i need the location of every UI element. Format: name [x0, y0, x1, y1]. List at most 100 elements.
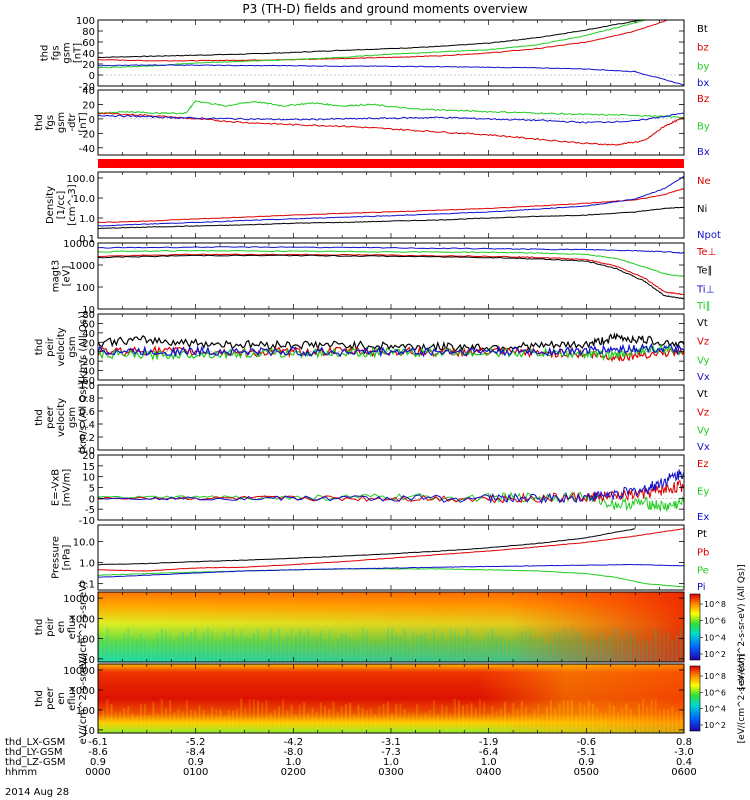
spectrogram-streak	[298, 704, 301, 733]
spectrogram-streak	[663, 634, 666, 662]
spectrogram-streak	[181, 711, 184, 733]
colorbar-tick-label: 10^6	[704, 688, 726, 697]
spectrogram-streak	[252, 633, 255, 662]
spectrogram-streak	[558, 702, 561, 733]
panel-peir-eflux: 10^8 10^6 10^4 10^2 [eV/(cm^2-s-sr-eV) (All …	[34, 564, 747, 689]
y-tick-label: 100	[76, 16, 95, 27]
spectrogram-streak	[617, 627, 620, 662]
spectrogram-streak	[541, 713, 544, 733]
y-axis-label: peer	[45, 686, 56, 710]
x-tick-label: -3.0	[674, 747, 694, 758]
spectrogram-streak	[231, 710, 234, 733]
spectrogram-streak	[558, 633, 561, 662]
legend-entry: Vx	[697, 372, 710, 383]
spectrogram-streak	[190, 709, 193, 733]
spectrogram-streak	[277, 628, 280, 662]
spectrogram-streak	[537, 637, 540, 662]
y-axis-label: velocity	[56, 398, 67, 437]
y-tick-label: 80	[82, 310, 95, 321]
spectrogram-streak	[303, 633, 306, 662]
spectrogram-streak	[349, 638, 352, 662]
spectrogram-streak	[118, 711, 121, 733]
spectrogram-streak	[621, 638, 624, 662]
y-tick-label: 0	[89, 71, 95, 82]
y-tick-label: 1.0	[79, 381, 95, 392]
spectrogram-streak	[658, 631, 661, 662]
y-tick-label: 10	[82, 473, 95, 484]
y-axis-label: eflux	[67, 615, 78, 640]
y-tick-label: 0	[89, 115, 95, 126]
y-axis-label: [1/cc]	[56, 191, 67, 220]
y-tick-label: 10.0	[73, 537, 95, 548]
x-tick-label: -8.0	[284, 747, 304, 758]
spectrogram-streak	[637, 642, 640, 662]
legend-entry: Vt	[697, 389, 708, 400]
y-tick-label: 10000	[63, 666, 95, 677]
spectrogram-streak	[483, 638, 486, 662]
spectrogram-streak	[562, 699, 565, 733]
spectrogram-streak	[420, 633, 423, 662]
spectrogram-streak	[407, 643, 410, 662]
spectrogram-streak	[148, 714, 151, 733]
spectrogram-streak	[663, 709, 666, 733]
series-line-peir-velocity-green	[97, 344, 685, 362]
x-tick-label: 0500	[574, 767, 599, 778]
spectrogram-streak	[286, 710, 289, 733]
spectrogram-streak	[244, 636, 247, 662]
spectrogram-streak	[261, 642, 264, 662]
spectrogram-streak	[282, 699, 285, 733]
y-axis-label: [cm^-3]	[67, 184, 78, 225]
spectrogram-streak	[148, 643, 151, 662]
spectrogram-streak	[570, 700, 573, 733]
series-line-density-blue	[97, 175, 685, 227]
spectrogram-streak	[240, 629, 243, 662]
spectrogram-streak	[211, 706, 214, 733]
spectrogram-streak	[675, 711, 678, 733]
series-line-temperature-blue	[97, 246, 685, 254]
spectrogram-streak	[198, 638, 201, 662]
y-axis-label: gsm	[67, 336, 78, 357]
x-tick-label: -7.3	[381, 747, 401, 758]
y-axis-label: -dtr	[67, 113, 78, 132]
spectrogram-streak	[604, 713, 607, 733]
y-tick-label: 0	[89, 494, 95, 505]
spectrogram-streak	[453, 698, 456, 733]
spectrogram-streak	[516, 636, 519, 662]
spectrogram-streak	[324, 706, 327, 733]
spectrogram-streak	[185, 699, 188, 733]
spectrogram-streak	[269, 628, 272, 662]
spectrogram-streak	[608, 702, 611, 733]
spectrogram-streak	[403, 709, 406, 733]
date-label: 2014 Aug 28	[5, 787, 69, 798]
spectrogram-streak	[98, 633, 100, 662]
spectrogram-streak	[520, 630, 523, 662]
spectrogram-streak	[257, 628, 260, 662]
spectrogram-streak	[319, 630, 322, 662]
y-axis-label: eflux	[67, 686, 78, 711]
y-tick-label: 5	[89, 484, 95, 495]
y-tick-label: 100	[76, 706, 95, 717]
spectrogram-streak	[579, 702, 582, 733]
series-line-pressure-green	[98, 568, 684, 588]
spectrogram-streak	[612, 628, 615, 662]
spectrogram-streak	[587, 638, 590, 662]
spectrogram-streak	[487, 713, 490, 733]
spectrogram-streak	[642, 698, 645, 733]
x-tick-label: 0.8	[676, 737, 692, 748]
colorbar-scale	[689, 665, 701, 732]
spectrogram-streak	[600, 712, 603, 733]
spectrogram-streak	[403, 627, 406, 662]
legend-entry: by	[697, 61, 709, 72]
spectrogram-streak	[319, 702, 322, 733]
series-line-temperature-black	[97, 254, 685, 300]
x-tick-label: 1.0	[383, 757, 399, 768]
spectrogram-streak	[156, 633, 159, 662]
spectrogram-streak	[114, 711, 117, 733]
x-tick-label: 0000	[85, 767, 110, 778]
spectrogram-streak	[508, 712, 511, 733]
spectrogram-streak	[437, 714, 440, 733]
spectrogram-streak	[617, 711, 620, 733]
panel-temperature: 10000 1000 100 10 magt3 [eV] Te⊥ Te∥ Ti⊥ Ti∥	[51, 239, 717, 316]
legend-entry: Ti⊥	[696, 284, 714, 295]
